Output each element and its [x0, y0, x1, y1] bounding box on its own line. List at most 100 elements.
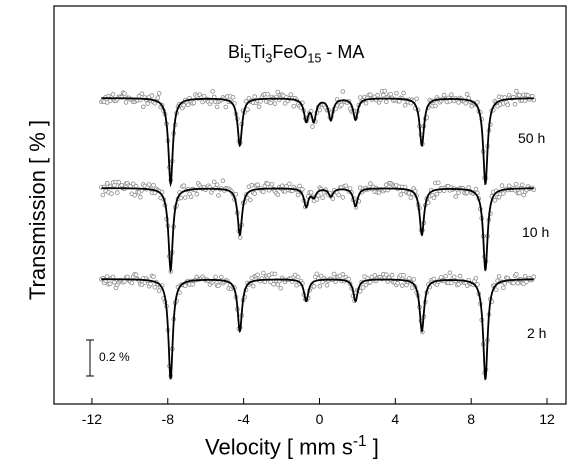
data-point — [516, 92, 522, 98]
data-point — [512, 101, 518, 107]
data-point — [223, 104, 229, 110]
data-point — [473, 186, 479, 192]
data-point — [516, 190, 522, 196]
series-label-10h: 10 h — [522, 224, 550, 240]
data-point — [271, 281, 276, 287]
data-point — [261, 189, 266, 195]
data-point — [133, 183, 139, 189]
data-point — [434, 191, 440, 197]
data-point — [501, 285, 506, 291]
data-point — [448, 280, 454, 286]
data-point — [433, 103, 438, 109]
data-point — [402, 102, 408, 108]
data-point — [407, 275, 412, 281]
data-point — [493, 287, 499, 293]
data-point — [347, 186, 353, 191]
data-point — [522, 273, 528, 279]
data-point — [132, 193, 138, 198]
data-point — [389, 272, 395, 278]
data-point — [464, 91, 470, 97]
data-point — [314, 197, 320, 202]
data-point — [183, 283, 188, 289]
data-point — [210, 89, 216, 94]
data-point — [211, 179, 217, 185]
data-point — [188, 194, 194, 200]
data-point — [340, 195, 346, 200]
data-point — [463, 101, 469, 106]
x-tick-label: -8 — [162, 411, 175, 427]
data-point — [249, 182, 255, 188]
data-point — [216, 193, 221, 198]
data-point — [383, 99, 389, 104]
data-point — [339, 102, 344, 108]
data-point — [252, 191, 258, 196]
data-point — [230, 95, 236, 100]
data-point — [308, 190, 314, 195]
data-point — [346, 276, 352, 282]
data-point — [265, 181, 271, 187]
data-point — [282, 101, 288, 106]
data-point — [505, 102, 511, 108]
data-point — [109, 191, 114, 196]
data-point — [209, 99, 214, 104]
data-point — [431, 276, 437, 282]
data-point — [122, 91, 127, 96]
data-point — [278, 285, 284, 291]
data-point — [279, 183, 285, 189]
series-label-2h: 2 h — [527, 325, 547, 341]
fit-curve — [101, 97, 534, 188]
data-point — [441, 92, 447, 98]
data-point — [431, 195, 437, 201]
data-point — [456, 100, 461, 105]
data-point — [519, 182, 525, 188]
data-point — [394, 91, 399, 96]
data-point — [269, 182, 275, 187]
data-point — [475, 100, 480, 105]
data-point — [324, 282, 330, 288]
data-point — [185, 102, 191, 108]
data-point — [456, 190, 461, 195]
data-point — [116, 179, 122, 185]
data-point — [318, 273, 324, 279]
data-point — [275, 192, 281, 198]
data-point — [291, 104, 297, 109]
data-point — [331, 271, 337, 277]
data-point — [372, 273, 378, 278]
data-point — [138, 194, 143, 200]
data-point — [295, 274, 301, 280]
data-point — [149, 93, 155, 98]
data-point — [216, 283, 221, 289]
data-point — [250, 283, 256, 289]
data-point — [383, 272, 389, 278]
data-point — [496, 274, 502, 279]
scale-bar-label: 0.2 % — [99, 350, 130, 364]
data-point — [214, 104, 220, 110]
data-point — [381, 92, 386, 98]
x-tick-label: -4 — [237, 411, 250, 427]
data-point — [320, 195, 325, 200]
data-point — [248, 197, 253, 203]
data-point — [531, 274, 537, 280]
data-point — [104, 181, 110, 186]
data-point — [310, 124, 315, 129]
data-point — [314, 271, 320, 277]
x-tick-label: 4 — [391, 411, 399, 427]
data-point — [368, 92, 373, 97]
data-point — [139, 91, 145, 97]
data-point — [107, 281, 113, 287]
x-tick-label: 0 — [316, 411, 324, 427]
data-point — [155, 95, 161, 100]
data-point — [360, 285, 366, 290]
data-point — [181, 103, 187, 108]
data-point — [357, 95, 363, 100]
data-point — [368, 181, 373, 186]
data-point — [141, 104, 146, 110]
data-point — [473, 275, 479, 281]
data-point — [252, 94, 258, 99]
data-point — [457, 273, 463, 279]
data-point — [300, 186, 305, 192]
data-point — [100, 192, 106, 198]
x-tick-label: 12 — [539, 411, 555, 427]
data-point — [152, 284, 158, 290]
data-point — [245, 107, 250, 112]
